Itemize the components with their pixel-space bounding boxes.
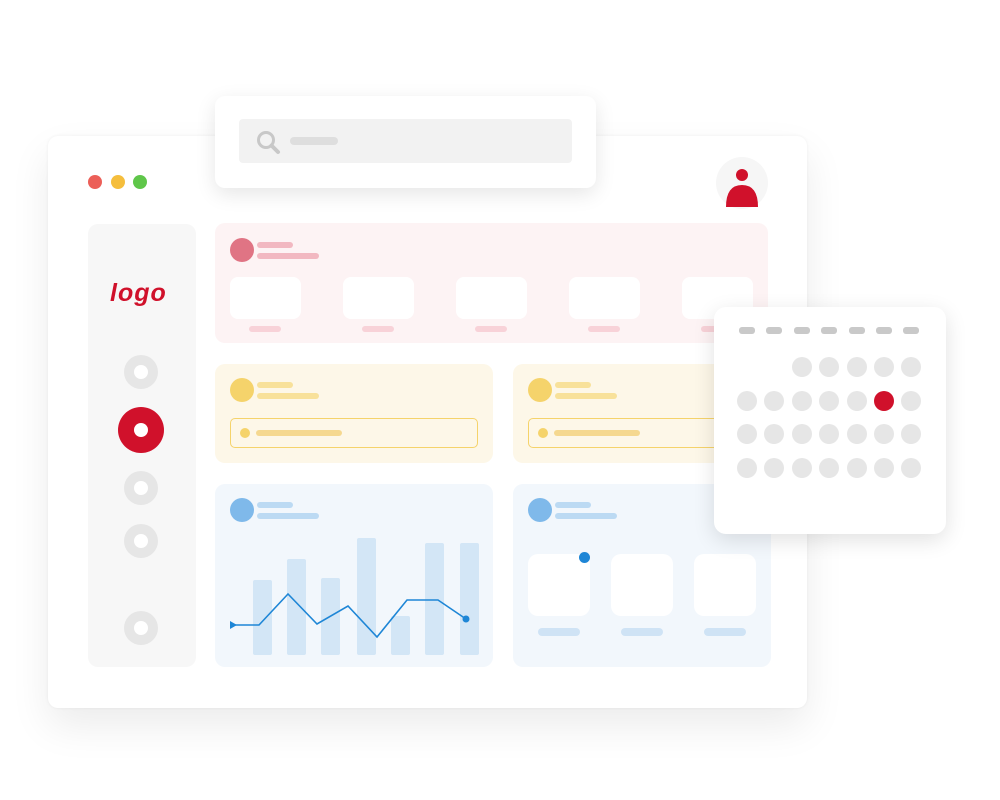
calendar-day[interactable] <box>737 390 757 411</box>
calendar-day[interactable] <box>901 390 922 411</box>
calendar-day[interactable] <box>901 457 922 478</box>
field-dot <box>240 428 250 438</box>
calendar-day[interactable] <box>819 390 840 411</box>
tile[interactable] <box>528 554 590 616</box>
calendar-day[interactable] <box>846 357 867 377</box>
calendar-day[interactable] <box>846 390 867 411</box>
calendar-day[interactable] <box>791 357 812 377</box>
tile-label-bar <box>704 628 746 636</box>
calendar-day[interactable] <box>874 357 894 377</box>
nav-icon <box>134 481 148 495</box>
calendar <box>714 307 946 534</box>
calendar-day[interactable] <box>846 457 867 478</box>
nav-icon <box>134 534 148 548</box>
logo: logo <box>110 279 167 307</box>
input-field[interactable] <box>230 418 478 448</box>
search-placeholder-bar <box>290 137 338 145</box>
card-title-bar <box>555 502 591 508</box>
card-subtitle-bar <box>257 393 319 399</box>
calendar-day[interactable] <box>901 424 922 445</box>
calendar-day[interactable] <box>764 424 785 445</box>
calendar-day[interactable] <box>737 424 757 445</box>
weekday-label-bar <box>793 327 810 334</box>
minimize-button[interactable] <box>110 175 125 189</box>
notification-dot <box>579 552 590 563</box>
field-dot <box>538 428 548 438</box>
calendar-day[interactable] <box>846 424 867 445</box>
card-title-bar <box>257 382 293 388</box>
card-title-bar <box>257 242 293 248</box>
weekday-label-bar <box>848 327 865 334</box>
tile-label-bar <box>621 628 663 636</box>
info-card-1 <box>215 364 493 463</box>
sidebar-item[interactable] <box>118 407 164 453</box>
tile[interactable] <box>611 554 673 616</box>
tile-label-bar <box>362 326 394 332</box>
user-avatar-button[interactable] <box>716 157 768 209</box>
calendar-day[interactable] <box>791 424 812 445</box>
weekday-label-bar <box>739 327 755 334</box>
weekday-label-bar <box>903 327 920 334</box>
user-icon <box>726 169 758 207</box>
summary-tile[interactable] <box>569 277 640 319</box>
sidebar-item[interactable] <box>124 355 158 389</box>
nav-icon <box>134 365 148 379</box>
nav-icon <box>134 423 148 437</box>
search-input[interactable] <box>239 119 572 163</box>
weekday-label-bar <box>766 327 783 334</box>
weekday-label-bar <box>876 327 892 334</box>
card-title-bar <box>257 502 293 508</box>
card-subtitle-bar <box>555 393 617 399</box>
tile-label-bar <box>475 326 507 332</box>
calendar-day[interactable] <box>737 457 757 478</box>
tile-label-bar <box>588 326 620 332</box>
summary-tile[interactable] <box>456 277 527 319</box>
sidebar-item[interactable] <box>124 611 158 645</box>
chart-card <box>215 484 493 667</box>
summary-tile[interactable] <box>343 277 414 319</box>
card-icon <box>230 498 254 522</box>
weekday-label-bar <box>821 327 838 334</box>
tile-label-bar <box>249 326 281 332</box>
calendar-day[interactable] <box>764 390 785 411</box>
field-bar <box>256 430 342 436</box>
calendar-day[interactable] <box>819 357 840 377</box>
summary-tile[interactable] <box>230 277 301 319</box>
card-icon <box>230 378 254 402</box>
card-subtitle-bar <box>257 253 319 259</box>
close-button[interactable] <box>88 175 102 189</box>
card-title-bar <box>555 382 591 388</box>
calendar-day[interactable] <box>791 457 812 478</box>
calendar-day[interactable] <box>791 390 812 411</box>
search-icon <box>257 131 280 154</box>
sidebar-item[interactable] <box>124 524 158 558</box>
calendar-day[interactable] <box>819 424 840 445</box>
calendar-day[interactable] <box>874 424 894 445</box>
card-subtitle-bar <box>555 513 617 519</box>
sidebar-item[interactable] <box>124 471 158 505</box>
field-bar <box>554 430 640 436</box>
search-panel <box>215 96 596 188</box>
maximize-button[interactable] <box>133 175 147 189</box>
nav-icon <box>134 621 148 635</box>
card-icon <box>230 238 254 262</box>
calendar-day-selected[interactable] <box>874 390 894 411</box>
tile[interactable] <box>694 554 756 616</box>
tile-label-bar <box>538 628 580 636</box>
card-subtitle-bar <box>257 513 319 519</box>
calendar-day[interactable] <box>901 357 922 377</box>
card-icon <box>528 498 552 522</box>
calendar-day[interactable] <box>874 457 894 478</box>
calendar-day[interactable] <box>764 457 785 478</box>
card-icon <box>528 378 552 402</box>
calendar-day[interactable] <box>819 457 840 478</box>
